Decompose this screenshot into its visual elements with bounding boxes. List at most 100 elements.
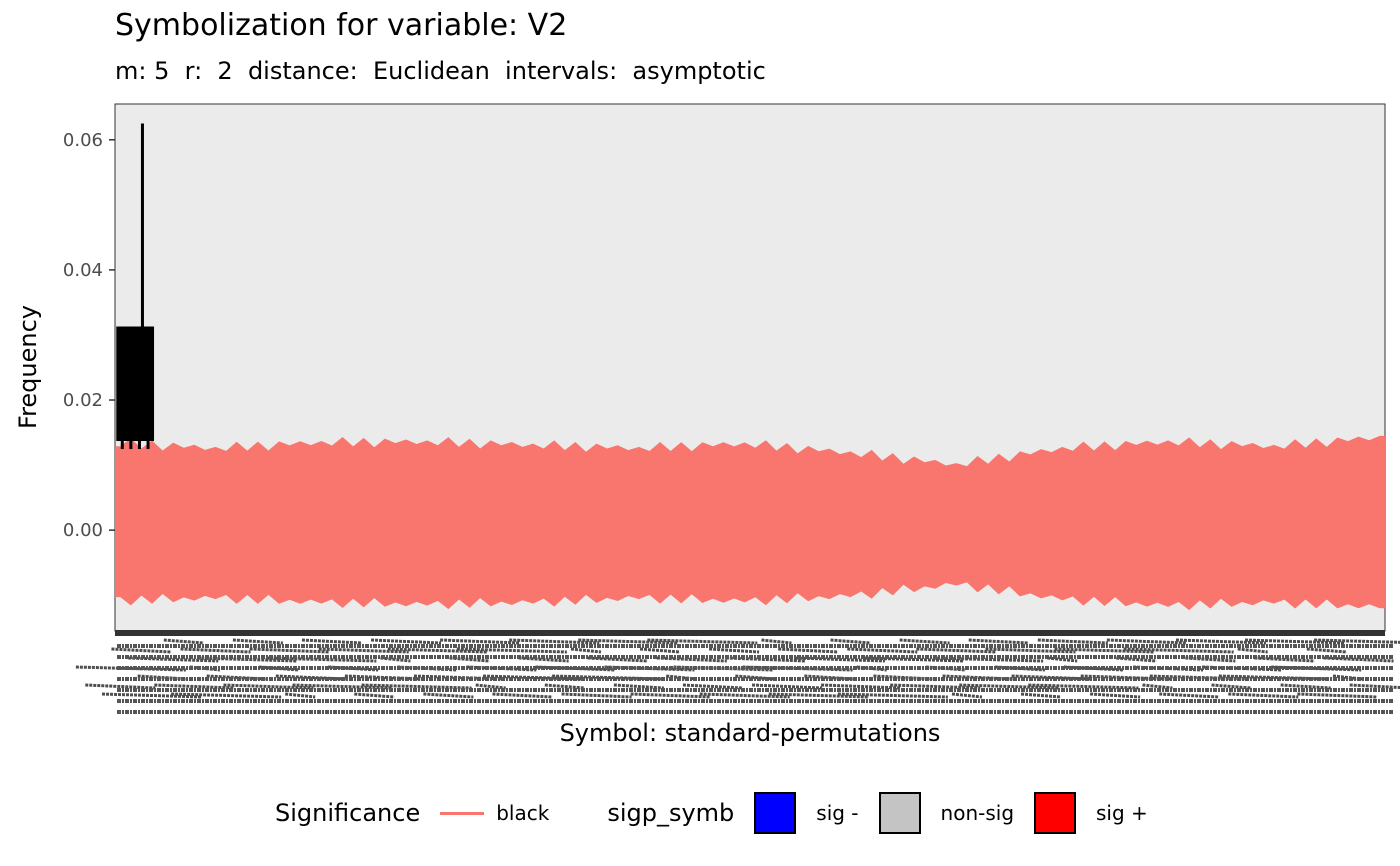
x-tick-label [959,683,1060,690]
x-tick-label [761,638,792,645]
confidence-band-layer [115,435,1385,611]
x-tick-label [232,638,283,645]
x-tick-label [1218,674,1329,681]
x-tick-label [578,638,679,645]
x-tick-label [951,692,983,699]
x-tick-label [509,638,600,645]
x-tick-label [380,656,411,663]
x-tick-label [1159,692,1220,699]
legend-significance-title: Significance [275,799,421,827]
legend-label-non-sig: non-sig [940,801,1015,825]
x-tick-label [1280,683,1331,690]
x-axis-line [115,630,1385,636]
x-tick-label [768,692,869,699]
x-tick-label [968,638,1029,645]
x-tick-label [370,638,442,645]
x-tick-label [699,692,790,699]
legend-swatch-sig-plus [1034,792,1077,834]
x-tick-label [1123,647,1234,654]
x-tick-label [682,683,744,690]
legend-swatch-sig-minus [754,792,797,834]
x-tick-label [830,638,871,645]
x-axis-title: Symbol: standard-permutations [560,719,941,747]
legend-swatch-non-sig [878,792,921,834]
x-tick-label [778,647,839,654]
x-tick-label [837,692,948,699]
x-axis [75,630,1400,714]
confidence-band [115,435,1385,611]
legend-significance-label: black [496,801,550,825]
x-tick-label [1090,692,1141,699]
x-tick-label [1271,665,1362,672]
x-tick-label [285,692,316,699]
legend-label-sig-plus: sig + [1096,801,1148,825]
x-tick-label [1054,647,1155,654]
x-tick-label [180,647,251,654]
x-tick-label [1028,683,1139,690]
chart-subtitle: m: 5 r: 2 distance: Euclidean intervals:… [115,57,766,85]
x-tick-label [361,683,472,690]
y-tick-label: 0.04 [63,260,103,281]
x-tick-label [249,647,330,654]
x-tick-label [630,692,711,699]
x-tick-label [916,647,997,654]
x-tick-label [1211,683,1252,690]
x-tick-label [171,692,282,699]
x-tick-label [985,647,1076,654]
x-tick-label [899,638,950,645]
x-tick-label [440,638,521,645]
x-tick-label [1106,638,1187,645]
x-tick-label [85,683,156,690]
x-tick-label [709,647,760,654]
x-tick-label [570,647,602,654]
x-tick-label [1314,638,1400,644]
x-tick-label [1185,656,1236,663]
x-tick-label [475,683,506,690]
x-tick-label [1306,647,1347,654]
x-tick-label [561,692,632,699]
x-tick-label [1047,656,1078,663]
y-tick-label: 0.06 [63,130,103,151]
x-tick-label [1142,683,1173,690]
x-tick-label [111,647,172,654]
x-tick-label [1228,692,1299,699]
y-axis: 0.06 0.04 0.02 0.00 [63,130,115,541]
x-tick-label [647,638,758,645]
x-tick-label [223,683,314,690]
x-tick-label [1349,683,1400,690]
x-tick-label [847,647,918,654]
observed-frequency-layer [116,123,155,450]
observed-frequency-block [116,326,155,442]
x-tick-label [1237,647,1268,654]
x-tick-label [318,647,409,654]
x-tick-label [387,647,488,654]
legend: Significance black sigp_symb sig - non-s… [275,790,1168,836]
x-tick-label [266,656,377,663]
x-tick-label [101,692,203,699]
x-tick-label [1037,638,1108,645]
x-tick-label [154,683,235,690]
x-tick-label [1020,692,1062,699]
chart-title: Symbolization for variable: V2 [115,8,568,43]
legend-label-sig-minus: sig - [816,801,859,825]
x-tick-label [613,683,664,690]
x-tick-label [75,665,186,672]
x-tick-label [1244,638,1346,645]
x-tick-label [1175,638,1267,645]
x-tick-label [890,683,981,690]
x-tick-label [466,665,537,672]
x-tick-label [794,656,886,663]
x-tick-label [1323,656,1394,663]
y-tick-label: 0.02 [63,390,103,411]
legend-line-key [440,790,485,836]
x-tick-label [292,683,393,690]
x-tick-label [604,665,695,672]
x-tick-label [456,647,567,654]
y-axis-title: Frequency [14,305,42,429]
x-tick-label [544,683,585,690]
x-tick-label [128,656,219,663]
x-tick-label [751,683,823,690]
x-tick-label [163,638,204,645]
legend-sigp-title: sigp_symb [607,799,735,827]
